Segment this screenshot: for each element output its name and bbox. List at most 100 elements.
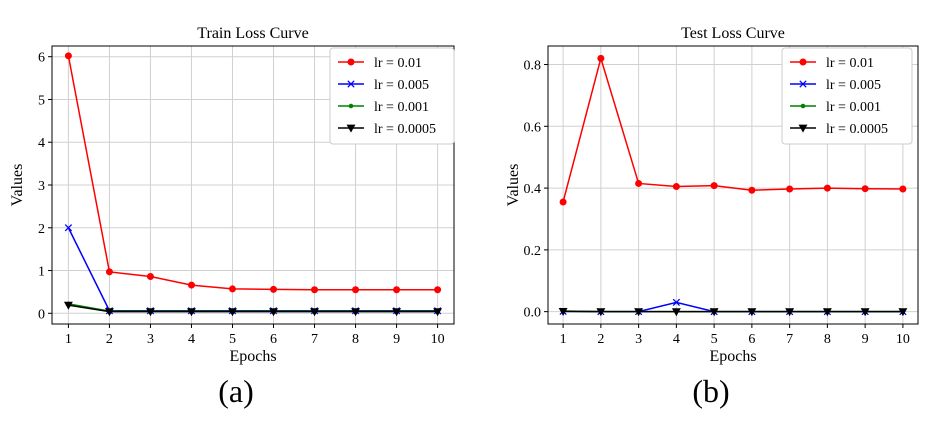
series-line-1 — [67, 227, 438, 312]
x-tick-label: 10 — [896, 332, 910, 347]
x-tick-label: 3 — [635, 332, 642, 347]
series-0-point — [187, 281, 195, 289]
series-3-point — [709, 308, 719, 317]
series-3-point — [145, 308, 155, 317]
series-0-point — [270, 285, 278, 293]
legend-marker-0 — [799, 58, 807, 66]
legend-label: lr = 0.01 — [374, 56, 422, 71]
legend-label: lr = 0.005 — [374, 78, 429, 93]
series-1-point-stroke-b — [64, 224, 73, 232]
y-tick-label: 0.4 — [524, 182, 542, 197]
legend-marker-1-stroke-b — [347, 80, 355, 88]
y-tick-label: 0 — [38, 307, 45, 322]
x-tick-label: 5 — [711, 332, 718, 347]
x-tick-label: 9 — [862, 332, 869, 347]
series-0-point — [352, 286, 360, 294]
y-tick-label: 0.0 — [524, 306, 542, 321]
series-3-point — [433, 308, 443, 317]
series-3-point — [310, 308, 319, 317]
series-3-point — [785, 308, 795, 317]
series-3-point — [558, 307, 568, 316]
chart-title: Test Loss Curve — [681, 25, 785, 42]
x-tick-label: 8 — [824, 332, 831, 347]
y-tick-label: 0.6 — [524, 120, 542, 135]
series-3-point — [228, 308, 237, 317]
series-3-point — [596, 308, 606, 317]
legend-label: lr = 0.01 — [826, 56, 874, 71]
series-line-0 — [67, 55, 438, 291]
series-3-point — [860, 308, 870, 317]
series-0-point — [228, 285, 236, 293]
series-0-point — [597, 54, 605, 62]
series-1-point — [64, 224, 73, 232]
x-tick-label: 6 — [748, 332, 755, 347]
series-3-point — [822, 308, 832, 317]
series-0-point — [861, 185, 869, 193]
x-tick-label: 8 — [352, 332, 359, 347]
series-0-point — [434, 286, 442, 294]
y-tick-label: 3 — [38, 179, 45, 194]
series-0-point — [146, 273, 154, 281]
x-tick-label: 1 — [560, 332, 567, 347]
legend-marker-3 — [346, 124, 356, 133]
series-1-point — [672, 298, 681, 307]
panel-train-loss: 1 2 3 4 5 6 7 8 9 10 0 1 2 3 4 5 6 Train Loss Curve Epochs… — [9, 25, 455, 409]
series-3-point — [269, 308, 278, 317]
y-tick-label: 0.8 — [524, 59, 542, 74]
y-tick-label: 2 — [38, 222, 45, 237]
series-0-point — [710, 182, 718, 190]
series-3-point — [351, 308, 361, 317]
legend-marker-1-stroke-b — [799, 80, 807, 88]
series-0-point — [899, 185, 907, 193]
series-0-point — [559, 198, 567, 206]
series-line-3 — [68, 304, 438, 313]
series-3-point — [634, 308, 644, 317]
plot-frame — [547, 45, 919, 325]
panel-caption: (b) — [692, 373, 729, 409]
chart-title: Train Loss Curve — [197, 25, 308, 42]
y-tick-label: 5 — [38, 93, 45, 108]
x-tick-label: 2 — [597, 332, 604, 347]
series-0-point — [64, 52, 72, 60]
legend-label: lr = 0.001 — [374, 100, 429, 115]
series-1-point-stroke-b — [672, 298, 681, 307]
series-0-point — [823, 184, 831, 192]
series-0-point — [393, 286, 401, 294]
series-0-point — [786, 185, 794, 193]
series-3-point — [671, 308, 681, 317]
x-tick-label: 6 — [270, 332, 277, 347]
x-tick-label: 4 — [673, 332, 680, 347]
series-0-point — [748, 186, 756, 194]
x-tick-label: 10 — [431, 332, 445, 347]
series-0-point — [635, 179, 643, 187]
x-tick-label: 7 — [311, 332, 318, 347]
x-axis-label: Epochs — [709, 348, 756, 365]
series-0-point — [311, 286, 319, 294]
series-3-point — [898, 308, 908, 317]
legend-marker-1 — [347, 80, 355, 88]
legend-marker-2 — [800, 103, 806, 109]
series-3-point — [187, 308, 196, 317]
legend-marker-2 — [348, 103, 354, 109]
legend-box — [329, 47, 455, 145]
series-line-1 — [563, 301, 903, 313]
series-3-point — [104, 308, 114, 317]
x-tick-label: 2 — [106, 332, 113, 347]
series-3-point — [63, 301, 73, 310]
legend-box — [781, 47, 913, 145]
legend-label: lr = 0.005 — [826, 78, 881, 93]
x-tick-label: 5 — [229, 332, 236, 347]
y-tick-label: 0.2 — [524, 244, 542, 259]
x-axis-label: Epochs — [229, 348, 276, 365]
x-tick-label: 3 — [147, 332, 154, 347]
y-tick-label: 6 — [38, 51, 45, 66]
y-axis-label: Values — [505, 164, 522, 207]
series-line-0 — [562, 55, 903, 203]
series-3-point — [747, 308, 757, 317]
series-3-point — [392, 308, 402, 317]
legend-label: lr = 0.001 — [826, 100, 881, 115]
x-tick-label: 1 — [65, 332, 72, 347]
y-tick-label: 1 — [38, 265, 45, 280]
x-tick-label: 9 — [393, 332, 400, 347]
